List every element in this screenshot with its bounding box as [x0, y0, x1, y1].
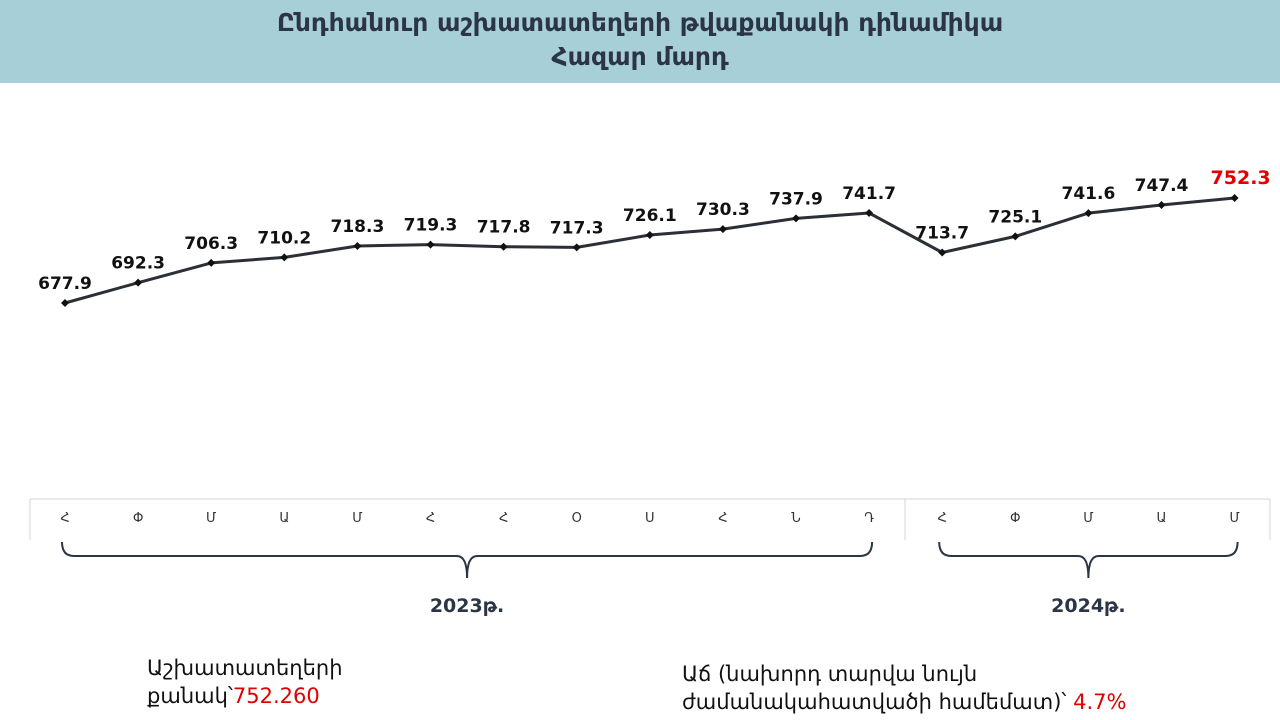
- data-point-marker: [1157, 200, 1166, 209]
- year-brace: [61, 541, 874, 579]
- data-point-marker: [865, 209, 874, 217]
- data-label: 692.3: [111, 254, 165, 274]
- worker-count-block: Աշխատատեղերի քանակ՝752.260: [147, 654, 343, 710]
- growth-block: Աճ (նախորդ տարվա նույն ժամանակահատվածի հ…: [682, 660, 1126, 716]
- data-point-marker: [938, 248, 947, 257]
- data-point-marker: [426, 240, 435, 249]
- data-label: 717.3: [550, 218, 604, 238]
- data-point-marker: [792, 214, 800, 223]
- x-tick-label: Փ: [133, 511, 144, 526]
- x-tick-label: Հ: [499, 511, 508, 526]
- line-chart: 677.9 692.3 706.3 710.2 718.3 719.3 717.8 717.3…: [29, 167, 1271, 617]
- worker-count-label-line1: Աշխատատեղերի: [147, 656, 343, 680]
- data-point-marker: [499, 242, 508, 251]
- x-tick-label: Օ: [572, 511, 582, 526]
- data-label: 717.8: [477, 218, 531, 238]
- data-label: 718.3: [331, 217, 385, 237]
- x-tick-label: Մ: [206, 511, 216, 526]
- chart-subtitle: Հազար մարդ: [551, 42, 729, 71]
- data-label: 752.3: [1211, 167, 1271, 189]
- x-tick-label: Ա: [279, 511, 289, 526]
- x-tick-label: Մ: [1083, 511, 1093, 526]
- year-group-label: 2023թ.: [430, 595, 504, 617]
- data-label: 725.1: [988, 207, 1042, 227]
- chart-title: Ընդհանուր աշխատատեղերի թվաքանակի դինամիկ…: [276, 8, 1004, 37]
- data-label: 713.7: [915, 223, 969, 243]
- data-point-marker: [61, 299, 69, 307]
- data-label: 706.3: [184, 234, 238, 254]
- x-tick-label: Ա: [1157, 511, 1167, 526]
- data-label: 741.6: [1062, 184, 1116, 204]
- data-label: 737.9: [769, 189, 823, 209]
- data-label: 747.4: [1135, 176, 1189, 196]
- data-label: 730.3: [696, 200, 750, 220]
- data-point-marker: [1230, 194, 1239, 203]
- x-tick-label: Մ: [352, 511, 362, 526]
- data-point-marker: [207, 258, 216, 267]
- x-tick-label: Փ: [1010, 511, 1021, 526]
- growth-value: 4.7%: [1073, 690, 1127, 714]
- data-label: 677.9: [38, 274, 92, 294]
- x-tick-label: Հ: [718, 511, 727, 526]
- x-tick-label: Մ: [1229, 511, 1239, 526]
- worker-count-value: 752.260: [232, 684, 320, 708]
- year-group-label: 2024թ.: [1051, 595, 1125, 617]
- data-point-marker: [718, 225, 727, 234]
- x-tick-label: Հ: [426, 511, 435, 526]
- growth-label-line1: Աճ (նախորդ տարվա նույն: [682, 662, 978, 686]
- growth-label-line2: ժամանակահատվածի համեմատ)՝: [682, 690, 1067, 714]
- title-banner: Ընդհանուր աշխատատեղերի թվաքանակի դինամիկ…: [0, 0, 1280, 83]
- worker-count-label-line2: քանակ՝: [147, 684, 233, 708]
- data-point-marker: [353, 242, 362, 251]
- x-tick-label: Ս: [645, 511, 655, 526]
- data-point-marker: [134, 278, 143, 287]
- x-tick-label: Հ: [938, 511, 947, 526]
- data-label: 741.7: [842, 184, 896, 204]
- data-point-marker: [1084, 209, 1093, 218]
- data-point-marker: [572, 243, 581, 252]
- data-label: 719.3: [404, 216, 458, 236]
- data-point-marker: [1011, 232, 1020, 241]
- data-label: 726.1: [623, 206, 677, 226]
- data-point-marker: [645, 231, 654, 240]
- x-tick-label: Դ: [864, 511, 874, 526]
- data-point-marker: [280, 253, 289, 262]
- data-label: 710.2: [257, 228, 311, 248]
- x-tick-label: Հ: [60, 511, 69, 526]
- x-tick-label: Ն: [791, 511, 800, 526]
- year-brace: [938, 541, 1239, 579]
